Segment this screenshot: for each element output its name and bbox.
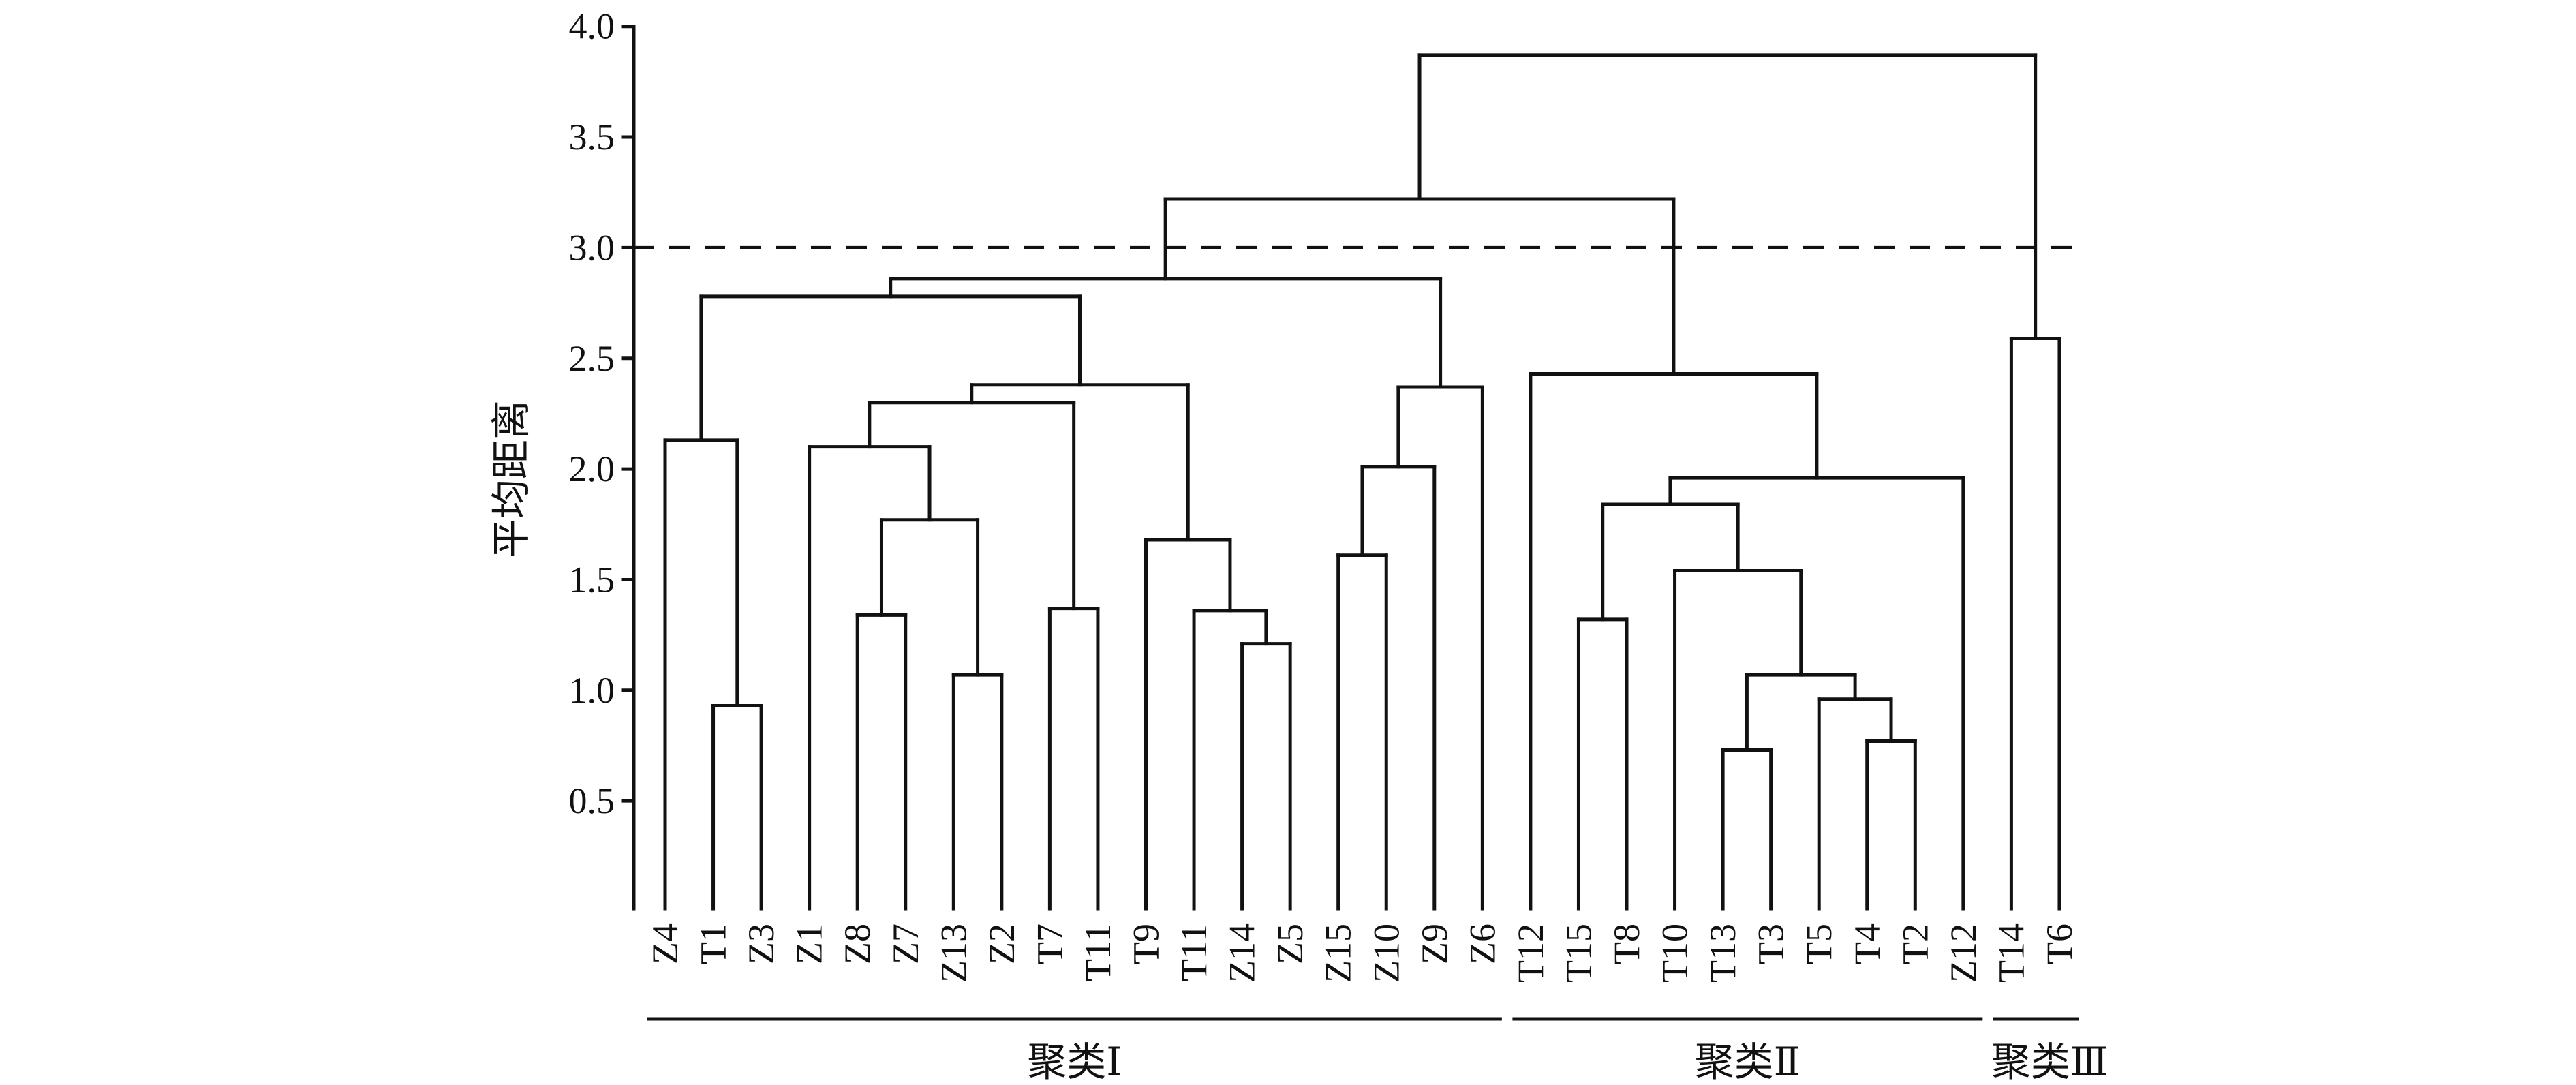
leaf-label: T7 [1029, 923, 1070, 964]
y-tick-label: 2.0 [569, 448, 615, 489]
leaf-label: T8 [1606, 923, 1647, 964]
leaf-label: T1 [693, 923, 734, 964]
y-tick-label: 2.5 [569, 338, 615, 379]
leaf-label: T4 [1847, 923, 1888, 964]
y-tick-label: 4.0 [569, 6, 615, 47]
leaf-label: Z3 [741, 923, 782, 964]
y-tick-label: 1.5 [569, 559, 615, 600]
leaf-label: Z9 [1414, 923, 1455, 964]
leaf-label: T11 [1174, 923, 1214, 981]
leaf-label: T10 [1655, 923, 1696, 983]
leaf-label: Z1 [789, 923, 830, 964]
leaf-label: Z2 [981, 923, 1022, 964]
leaf-label: T13 [1702, 923, 1743, 983]
y-tick-label: 0.5 [569, 780, 615, 821]
leaf-label: T11 [1077, 923, 1118, 981]
leaf-label: Z12 [1943, 923, 1984, 983]
leaf-label: Z7 [885, 923, 926, 964]
leaf-label: Z8 [837, 923, 878, 964]
leaf-label: T14 [1991, 923, 2031, 983]
leaf-label: T15 [1558, 923, 1599, 983]
leaf-label: Z10 [1366, 923, 1407, 983]
leaf-label: T2 [1895, 923, 1935, 964]
leaf-label: T9 [1126, 923, 1167, 964]
y-axis-label: 平均距离 [489, 400, 534, 558]
leaf-label: T3 [1751, 923, 1792, 964]
leaf-label: Z5 [1270, 923, 1310, 964]
leaf-label: Z15 [1318, 923, 1359, 983]
y-tick-label: 3.5 [569, 117, 615, 157]
leaf-label: Z14 [1222, 923, 1263, 983]
y-tick-label: 1.0 [569, 670, 615, 711]
leaf-label: Z6 [1462, 923, 1503, 964]
leaf-label: Z13 [933, 923, 974, 983]
cluster-label: 聚类Ⅲ [1991, 1040, 2109, 1084]
leaf-label: T12 [1510, 923, 1551, 983]
leaf-label: T5 [1798, 923, 1839, 964]
cluster-label: 聚类Ⅰ [1027, 1040, 1122, 1084]
leaf-label: T6 [2039, 923, 2080, 964]
y-tick-label: 3.0 [569, 227, 615, 268]
leaf-label: Z4 [645, 923, 686, 964]
cluster-label: 聚类Ⅱ [1695, 1040, 1800, 1084]
